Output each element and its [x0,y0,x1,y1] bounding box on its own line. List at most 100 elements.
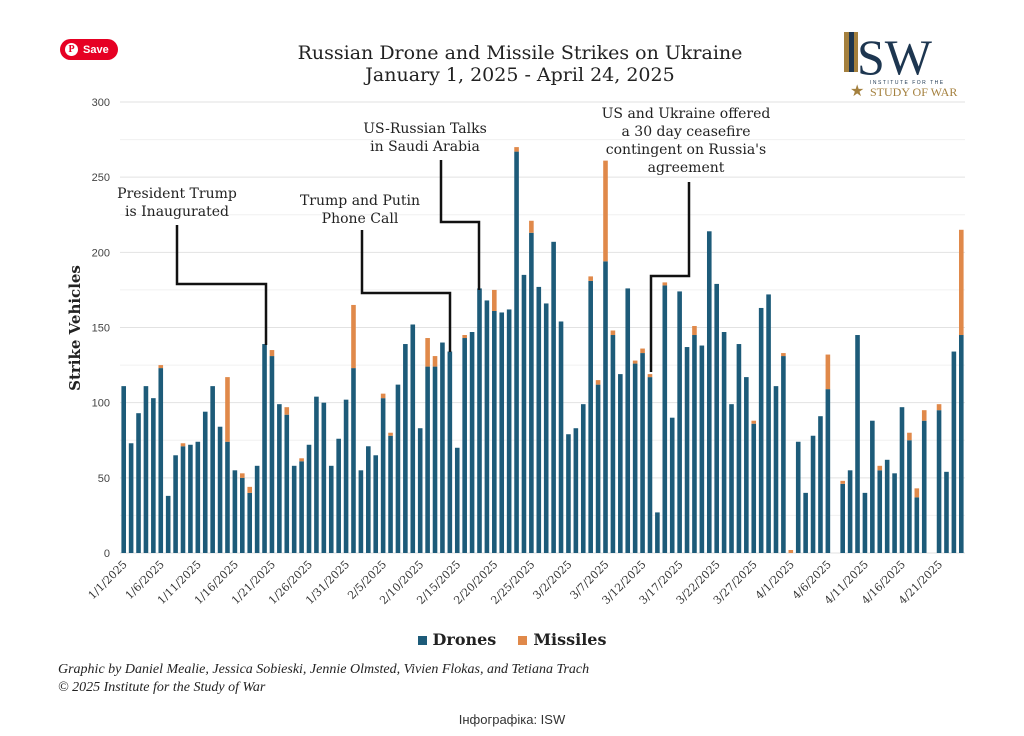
legend: Drones Missiles [0,630,1024,649]
credit-copyright: © 2025 Institute for the Study of War [58,680,266,695]
drone-bar [240,477,245,553]
drone-bar [373,455,379,553]
drone-bar [210,386,215,553]
missile-bar [936,404,942,411]
drone-bar [358,470,364,553]
drone-bar [136,413,141,553]
drone-bar [232,470,238,553]
chart-title: Russian Drone and Missile Strikes on Ukr… [297,42,743,64]
missile-bar [388,432,393,436]
y-tick-label: 0 [104,548,110,560]
drone-bar [729,404,734,553]
drone-bar [447,351,453,553]
chart-subtitle: January 1, 2025 - April 24, 2025 [365,64,675,86]
drone-bar [306,444,312,553]
drone-bar [529,232,534,554]
drone-bar [721,332,727,553]
drone-bar [625,288,631,553]
drone-bar [803,492,808,553]
drone-bar [751,423,757,553]
svg-text:INSTITUTE FOR THE: INSTITUTE FOR THE [870,80,945,86]
missile-bar [299,458,304,462]
drone-bar [914,497,920,553]
y-tick-label: 100 [92,398,110,410]
drone-bar [825,389,831,553]
drone-bar [558,321,564,553]
drone-bar [195,441,201,553]
drone-bar [677,291,682,553]
y-tick-label: 300 [92,97,110,109]
missile-bar [595,380,601,385]
drone-bar [573,428,579,553]
drone-bar [580,404,586,553]
drone-bar [417,428,423,553]
x-tick-label: 3/2/2025 [530,558,574,602]
missile-bar [240,473,245,478]
y-axis-label: Strike Vehicles [66,265,84,391]
drone-bar [521,274,527,553]
missile-bar [692,325,697,336]
legend-missiles: Missiles [518,630,606,649]
annotation-leader-line [439,160,481,290]
missile-bar [840,480,845,484]
missile-bar [492,289,497,311]
missile-bar [751,420,757,424]
drone-bar [840,483,845,553]
drone-bar [165,495,171,553]
drone-bar [262,344,267,553]
drone-bar [477,288,482,553]
drone-bar [536,286,542,553]
drone-bar [618,374,623,553]
annotation-text: agreement [648,160,725,176]
annotation-text: in Saudi Arabia [370,139,480,155]
drone-bar [462,338,467,553]
missile-bar [958,229,964,336]
drone-bar [870,420,875,553]
missile-bar [781,353,786,357]
drone-bar [595,384,601,553]
drone-bar [714,283,719,553]
missile-bar [877,465,883,471]
missile-bar [269,350,275,357]
annotation-leader-line [175,225,268,345]
drone-bar [936,410,942,553]
missile-bar [914,488,920,498]
drone-bar [291,465,297,553]
annotation-text: US and Ukraine offered [602,106,771,122]
drone-bar [884,459,890,553]
drone-bar [217,426,223,553]
drone-bar [403,344,408,553]
drone-bar [855,335,860,553]
drone-bar [818,416,823,553]
drone-bar [188,444,193,553]
drone-bar [744,377,749,553]
drone-bar [469,332,475,553]
missile-bar [603,160,608,262]
annotation-text: President Trump [117,186,237,202]
pinterest-save-button[interactable]: P Save [60,39,118,60]
drone-bar [655,512,660,553]
drone-bar [410,324,416,553]
drone-bar [944,471,949,553]
missile-bar [158,365,164,369]
missile-bar [662,282,668,286]
y-tick-label: 200 [92,247,110,259]
drone-bar [336,438,341,553]
annotation-text: Phone Call [322,211,399,227]
annotation-text: contingent on Russia's [606,142,766,158]
missile-bar [907,432,912,441]
annotation-text: US-Russian Talks [363,121,487,137]
missile-bar [825,354,831,390]
y-tick-label: 250 [92,172,110,184]
missile-bar [529,220,534,233]
missile-bar [225,377,230,442]
drone-bar [706,231,712,553]
drone-bar [440,342,445,553]
drone-bar [758,307,764,553]
drone-bar [299,461,304,553]
annotation-text: a 30 day ceasefire [622,124,751,140]
drone-bar [454,447,460,553]
isw-logo: SW ★ INSTITUTE FOR THE STUDY OF WAR [844,29,957,100]
missiles-swatch [518,636,528,645]
